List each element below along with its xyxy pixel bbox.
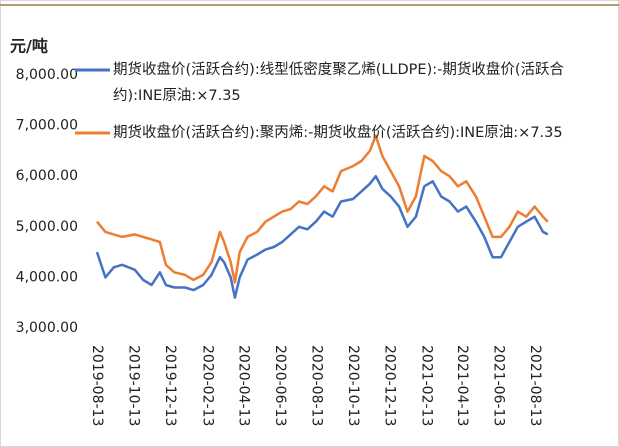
legend-label: 期货收盘价(活跃合约):聚丙烯:-期货收盘价(活跃合约):INE原油:×7.35 (113, 125, 563, 141)
x-tick-label: 2020-02-13 (199, 345, 215, 426)
x-tick-label: 2019-08-13 (89, 345, 105, 426)
x-tick-label: 2019-12-13 (162, 345, 178, 426)
y-tick-label: 8,000.00 (16, 67, 78, 83)
x-tick-label: 2020-06-13 (272, 345, 288, 426)
x-tick-label: 2019-10-13 (126, 345, 142, 426)
x-tick-label: 2021-06-13 (491, 345, 507, 426)
y-tick-label: 7,000.00 (16, 118, 78, 134)
y-tick-label: 4,000.00 (16, 269, 78, 285)
legend-label: 期货收盘价(活跃合约):线型低密度聚乙烯(LLDPE):-期货收盘价(活跃合约)… (113, 62, 565, 104)
y-tick-label: 3,000.00 (16, 320, 78, 336)
x-tick-label: 2021-02-13 (419, 345, 435, 426)
x-tick-label: 2021-04-13 (454, 345, 470, 426)
y-axis-label: 元/吨 (10, 37, 48, 56)
x-tick-label: 2020-12-13 (382, 345, 398, 426)
y-tick-label: 6,000.00 (16, 168, 78, 184)
y-tick-label: 5,000.00 (16, 219, 78, 235)
x-tick-label: 2020-08-13 (308, 345, 324, 426)
x-tick-label: 2020-04-13 (235, 345, 251, 426)
data-line (95, 174, 549, 299)
x-tick-label: 2021-08-13 (527, 345, 543, 426)
data-line (96, 134, 549, 284)
x-tick-label: 2020-10-13 (345, 345, 361, 426)
